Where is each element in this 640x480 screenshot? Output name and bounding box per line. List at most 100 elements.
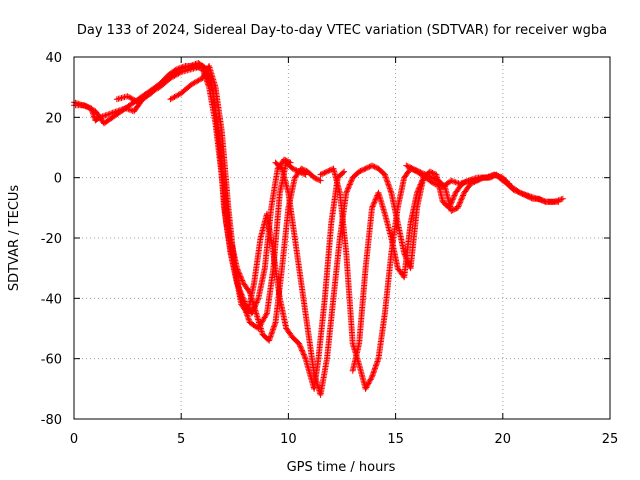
data-point-marker <box>203 67 210 74</box>
data-point-marker <box>455 203 462 210</box>
data-point-marker <box>364 381 371 388</box>
data-point-marker <box>373 195 380 202</box>
x-tick-label: 5 <box>177 432 185 447</box>
data-point-marker <box>450 206 457 213</box>
data-point-marker <box>450 195 457 202</box>
data-point-marker <box>467 180 474 187</box>
data-point-marker <box>416 168 423 175</box>
data-point-marker <box>316 177 323 184</box>
data-point-marker <box>489 173 496 180</box>
data-point-marker <box>411 166 418 173</box>
data-point-marker <box>459 180 466 187</box>
data-point-marker <box>450 193 457 200</box>
data-point-marker <box>417 181 424 188</box>
data-point-marker <box>345 184 352 191</box>
data-point-marker <box>408 165 415 172</box>
data-point-marker <box>420 170 427 177</box>
data-point-marker <box>362 165 369 172</box>
data-point-marker <box>525 193 532 200</box>
y-tick-label: 20 <box>45 111 62 126</box>
x-axis-label: GPS time / hours <box>287 460 396 475</box>
data-point-marker <box>371 199 378 206</box>
data-point-marker <box>425 172 432 179</box>
x-tick-label: 10 <box>280 432 297 447</box>
data-point-marker <box>440 182 447 189</box>
data-point-marker <box>452 206 459 213</box>
data-point-marker <box>343 188 350 195</box>
data-point-marker <box>541 198 548 205</box>
data-point-marker <box>476 176 483 183</box>
data-point-marker <box>281 156 288 163</box>
data-point-marker <box>318 171 325 178</box>
data-point-marker <box>455 202 462 209</box>
data-point-marker <box>202 69 209 76</box>
data-point-marker <box>506 180 513 187</box>
data-point-marker <box>449 178 456 185</box>
data-point-marker <box>370 200 377 207</box>
data-point-marker <box>471 178 478 185</box>
tick-layer: 0 5 10 15 20 25 40 20 0 -20 -40 -60 -80 <box>41 51 619 447</box>
data-point-marker <box>417 169 424 176</box>
data-point-marker <box>313 175 320 182</box>
data-point-marker <box>101 112 108 119</box>
data-point-marker <box>289 165 296 172</box>
data-point-marker <box>423 172 430 179</box>
data-point-marker <box>341 168 348 175</box>
data-point-marker <box>298 346 305 353</box>
data-point-marker <box>370 163 377 170</box>
data-point-marker <box>457 197 464 204</box>
data-point-marker <box>464 178 471 185</box>
data-point-marker <box>105 111 112 118</box>
data-point-marker <box>458 196 465 203</box>
data-point-marker <box>538 196 545 203</box>
data-point-marker <box>317 171 324 178</box>
data-point-marker <box>426 173 433 180</box>
data-point-marker <box>421 171 428 178</box>
data-point-marker <box>413 167 420 174</box>
data-point-marker <box>510 186 517 193</box>
plot-area-frame <box>73 56 611 420</box>
data-point-marker <box>302 167 309 174</box>
data-point-marker <box>367 376 374 383</box>
data-point-marker <box>356 168 363 175</box>
data-point-marker <box>416 184 423 191</box>
data-point-marker <box>201 71 208 78</box>
x-tick-label: 15 <box>387 432 404 447</box>
data-point-marker <box>369 204 376 211</box>
data-point-marker <box>358 167 365 174</box>
data-point-marker <box>348 177 355 184</box>
data-point-marker <box>559 195 566 202</box>
x-tick-label: 20 <box>495 432 512 447</box>
data-point-marker <box>522 192 529 199</box>
data-point-marker <box>371 163 378 170</box>
data-point-marker <box>299 348 306 355</box>
data-point-marker <box>325 168 332 175</box>
series-trace-8 <box>403 162 513 214</box>
data-point-marker <box>527 194 534 201</box>
data-point-marker <box>448 177 455 184</box>
data-point-marker <box>365 164 372 171</box>
data-point-marker <box>296 341 303 348</box>
data-point-marker <box>515 189 522 196</box>
y-tick-label: 40 <box>45 51 62 66</box>
data-point-marker <box>429 174 436 181</box>
data-point-marker <box>297 344 304 351</box>
data-point-marker <box>418 180 425 187</box>
data-point-marker <box>427 174 434 181</box>
y-axis-label: SDTVAR / TECUs <box>7 185 22 292</box>
data-point-marker <box>472 178 479 185</box>
data-point-marker <box>292 166 299 173</box>
data-point-marker <box>345 185 352 192</box>
data-point-marker <box>363 165 370 172</box>
data-point-marker <box>362 385 369 392</box>
data-point-marker <box>430 175 437 182</box>
data-point-marker <box>369 162 376 169</box>
data-point-marker <box>448 207 455 214</box>
data-point-marker <box>360 166 367 173</box>
data-point-marker <box>456 200 463 207</box>
data-point-marker <box>312 175 319 182</box>
data-point-marker <box>415 185 422 192</box>
data-layer <box>71 60 566 398</box>
data-point-marker <box>369 203 376 210</box>
data-point-marker <box>558 196 565 203</box>
